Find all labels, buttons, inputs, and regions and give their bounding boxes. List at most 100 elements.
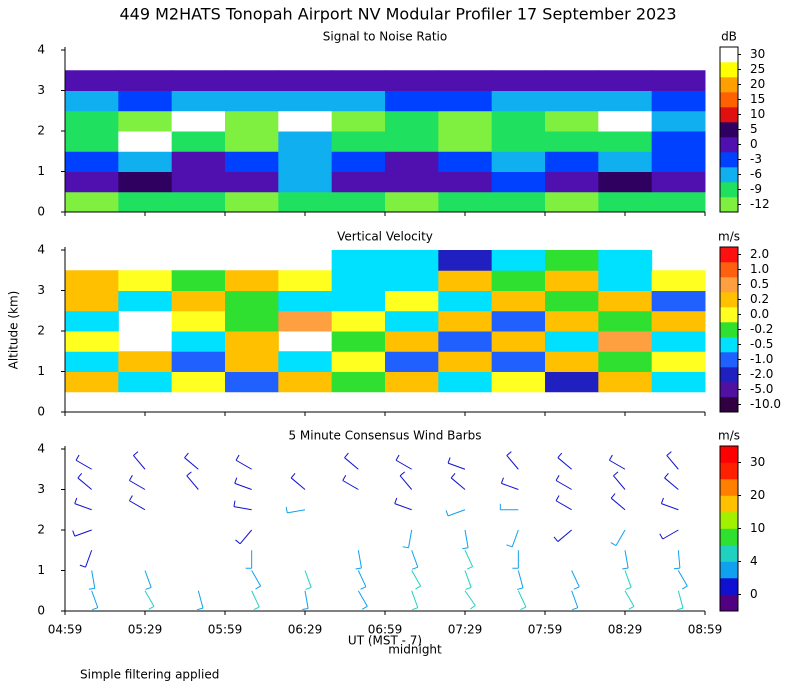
- colorbar-label: 5: [750, 122, 758, 136]
- heat-cell: [385, 351, 439, 372]
- colorbar-swatch: [720, 382, 738, 398]
- colorbar-swatch: [720, 446, 738, 463]
- heat-cell: [331, 110, 386, 132]
- y-tick-label: 2: [37, 324, 45, 338]
- y-tick-label: 3: [37, 283, 45, 297]
- heat-cell: [171, 131, 226, 152]
- colorbar-swatch: [720, 561, 738, 579]
- barb-staff: [411, 570, 422, 587]
- heat-cell: [171, 331, 226, 352]
- y-tick-label: 4: [37, 243, 45, 257]
- heat-cell: [651, 331, 706, 352]
- barb-staff: [91, 590, 99, 608]
- heat-cell: [438, 331, 493, 352]
- heat-cell: [491, 371, 546, 393]
- heat-cell: [385, 191, 439, 213]
- barb-feather: [399, 471, 406, 477]
- heat-cell: [545, 290, 599, 312]
- barb-feather: [402, 546, 409, 549]
- barb-feather: [506, 451, 512, 456]
- heat-cell: [491, 171, 546, 193]
- barb-staff: [610, 497, 626, 511]
- heat-cell: [331, 151, 386, 172]
- heat-cell: [65, 151, 119, 172]
- barb-feather: [500, 477, 504, 484]
- heat-cell: [331, 371, 386, 393]
- heat-cell: [491, 250, 546, 271]
- colorbar-swatch: [720, 107, 738, 123]
- barb-feather: [77, 473, 83, 479]
- barb-staff: [666, 455, 679, 470]
- colorbar-swatch: [720, 495, 738, 513]
- barb-staff: [357, 550, 362, 569]
- colorbar-swatch: [720, 137, 738, 153]
- heat-cell: [278, 70, 333, 91]
- barb-staff: [287, 509, 306, 514]
- heat-cell: [225, 290, 279, 312]
- y-tick-label: 0: [37, 405, 45, 419]
- colorbar-swatch: [720, 167, 738, 183]
- heat-cell: [278, 151, 333, 172]
- barb-feather: [412, 566, 418, 570]
- barb-staff: [609, 459, 626, 470]
- colorbar-label: -6: [750, 167, 762, 181]
- barb-staff: [464, 570, 472, 588]
- colorbar-label: 20: [750, 488, 765, 502]
- barb-feather: [128, 475, 133, 481]
- barb-staff: [251, 590, 260, 608]
- barb-staff: [74, 529, 92, 537]
- barb-staff: [624, 550, 629, 569]
- heat-cell: [545, 351, 599, 372]
- barb-staff: [511, 529, 519, 548]
- heat-cell: [225, 351, 279, 372]
- heat-cell: [278, 270, 333, 291]
- barb-staff: [506, 455, 519, 470]
- colorbar-swatch: [720, 578, 738, 595]
- heat-cell: [491, 310, 546, 332]
- heat-cell: [331, 331, 386, 352]
- heat-cell: [385, 90, 439, 112]
- heat-cell: [598, 131, 653, 152]
- heat-cell: [385, 110, 439, 132]
- barb-feather: [628, 605, 635, 610]
- barb-feather: [88, 587, 95, 590]
- colorbar-swatch: [720, 292, 738, 308]
- barb-staff: [557, 529, 572, 542]
- colorbar-swatch: [720, 594, 738, 612]
- colorbar-swatch: [720, 92, 738, 108]
- heat-cell: [491, 191, 546, 213]
- y-tick-label: 2: [37, 124, 45, 138]
- colorbar-swatch: [720, 182, 738, 198]
- heat-cell: [598, 70, 653, 91]
- barb-feather: [133, 451, 139, 456]
- barb-feather: [466, 566, 473, 570]
- heat-cell: [118, 110, 173, 132]
- heat-cell: [118, 290, 173, 312]
- heat-cell: [171, 70, 226, 91]
- heat-cell: [651, 131, 706, 152]
- barb-feather: [186, 471, 192, 477]
- heat-cell: [545, 131, 599, 152]
- heat-cell: [491, 151, 546, 172]
- heat-cell: [171, 371, 226, 393]
- heat-cell: [278, 310, 333, 332]
- barb-staff: [517, 570, 524, 589]
- y-tick-label: 4: [37, 43, 45, 57]
- barb-feather: [553, 536, 559, 542]
- heat-cell: [651, 290, 706, 312]
- heat-cell: [598, 270, 653, 291]
- heat-cell: [651, 351, 706, 372]
- heat-cell: [65, 171, 119, 193]
- heat-cell: [225, 90, 279, 112]
- heat-cell: [651, 270, 706, 291]
- heat-cell: [65, 191, 119, 213]
- heat-cell: [331, 191, 386, 213]
- barb-staff: [85, 550, 93, 568]
- barb-feather: [235, 454, 240, 461]
- heat-cell: [545, 90, 599, 112]
- barb-feather: [506, 544, 513, 548]
- colorbar-swatch: [720, 77, 738, 93]
- heat-cell: [545, 171, 599, 193]
- barb-staff: [501, 482, 519, 490]
- barb-feather: [361, 605, 368, 610]
